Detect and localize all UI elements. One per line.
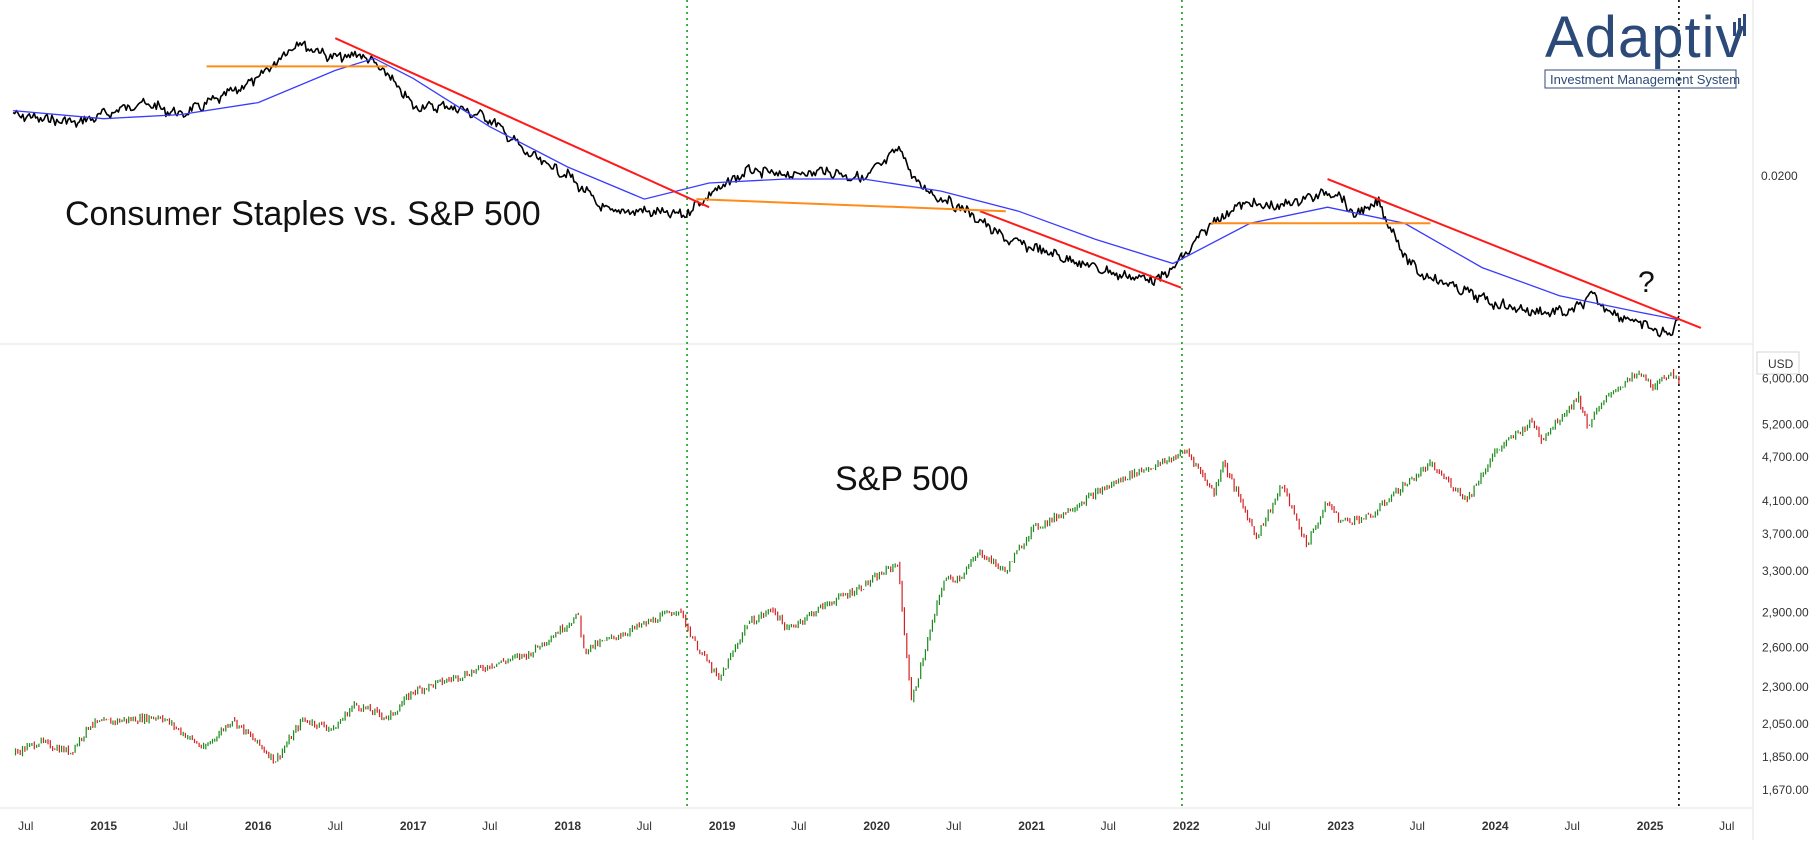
adaptiv-logo: Adaptiv Investment Management System: [1544, 5, 1746, 89]
x-tick-label: Jul: [1101, 819, 1116, 833]
time-axis: Jul 2015 Jul 2016 Jul 2017 Jul 2018 Jul 2019 Jul 20…: [18, 819, 1734, 833]
x-tick-label: 2022: [1173, 819, 1200, 833]
trendline-5: [696, 198, 1006, 213]
currency-box: [1756, 351, 1800, 375]
x-tick-label: Jul: [637, 819, 652, 833]
logo-tagline-box: [1544, 69, 1737, 89]
logo-wordmark: Adaptiv: [1545, 5, 1745, 70]
x-tick-label: Jul: [1410, 819, 1425, 833]
currency-label: USD: [1768, 357, 1794, 371]
y-tick-label: 2,300.00: [1762, 680, 1809, 694]
x-tick-label: Jul: [328, 819, 343, 833]
x-tick-label: 2019: [709, 819, 736, 833]
logo-tagline: Investment Management System: [1550, 72, 1740, 87]
x-tick-label: 2015: [90, 819, 117, 833]
x-tick-label: Jul: [173, 819, 188, 833]
x-tick-label: 2023: [1327, 819, 1354, 833]
question-annotation: ?: [1638, 266, 1655, 299]
trendline-3: [1327, 178, 1702, 329]
vertical-marker-layer: [686, 0, 1680, 808]
x-tick-label: 2024: [1482, 819, 1509, 833]
spx-y-axis: 6,000.00 5,200.00 4,700.00 4,100.00 3,700.00…: [1762, 371, 1809, 797]
x-tick-label: Jul: [18, 819, 33, 833]
x-tick-label: Jul: [1565, 819, 1580, 833]
x-tick-label: 2016: [245, 819, 272, 833]
x-tick-label: Jul: [1719, 819, 1734, 833]
y-tick-label: 5,200.00: [1762, 417, 1809, 431]
spx-chart-title: S&P 500: [835, 460, 969, 498]
y-tick-label: 2,050.00: [1762, 717, 1809, 731]
ratio-chart-title: Consumer Staples vs. S&P 500: [65, 195, 541, 233]
y-tick-label: 6,000.00: [1762, 371, 1809, 385]
x-tick-label: 2025: [1637, 819, 1664, 833]
trendline-layer: [206, 37, 1702, 329]
x-tick-label: 2021: [1018, 819, 1045, 833]
y-tick-label: 1,850.00: [1762, 750, 1809, 764]
ratio-price-line: [12, 40, 1680, 338]
ratio-price-label: 0.0200: [1761, 169, 1798, 183]
x-tick-label: 2020: [863, 819, 890, 833]
trendline-1: [334, 37, 710, 209]
x-tick-label: Jul: [791, 819, 806, 833]
y-tick-label: 3,300.00: [1762, 564, 1809, 578]
y-tick-label: 3,700.00: [1762, 527, 1809, 541]
x-tick-label: 2017: [400, 819, 427, 833]
x-tick-label: Jul: [1255, 819, 1270, 833]
x-tick-label: Jul: [482, 819, 497, 833]
trendline-2: [979, 210, 1182, 289]
y-tick-label: 2,600.00: [1762, 641, 1809, 655]
spx-candles: [14, 369, 1680, 764]
grid-layer: [0, 0, 1754, 840]
y-tick-label: 2,900.00: [1762, 605, 1809, 619]
y-tick-label: 4,700.00: [1762, 450, 1809, 464]
logo-bars-icon: [1733, 14, 1746, 36]
x-tick-label: 2018: [554, 819, 581, 833]
ratio-moving-average-line: [13, 57, 1680, 321]
series-layer: [12, 40, 1680, 764]
x-tick-label: Jul: [946, 819, 961, 833]
y-tick-label: 1,670.00: [1762, 783, 1809, 797]
y-tick-label: 4,100.00: [1762, 494, 1809, 508]
